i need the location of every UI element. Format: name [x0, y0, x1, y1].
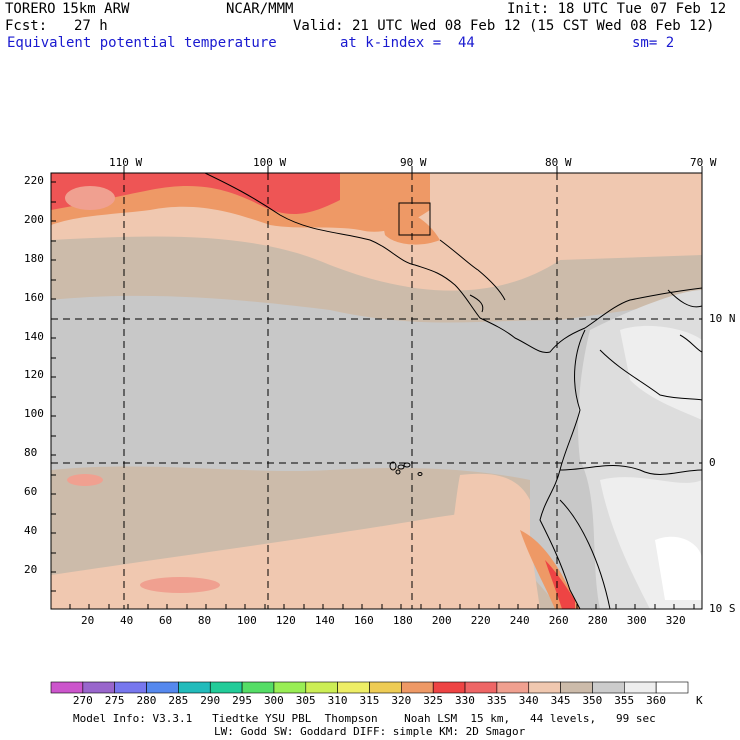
x-tick-label: 140 [314, 614, 335, 627]
y-tick-label: 120 [24, 368, 44, 382]
colorbar-swatch [50, 681, 84, 694]
y-tick-label: 180 [24, 251, 44, 265]
lon-label-70w: 70 W [690, 156, 717, 169]
level-info: at k-index = 44 [340, 35, 475, 51]
colorbar-swatch [114, 681, 147, 694]
colorbar-swatch [369, 681, 402, 694]
colorbar-unit: K [696, 694, 703, 707]
x-tick-label: 180 [392, 614, 413, 627]
lat-label-0: 0 [709, 456, 716, 469]
colorbar-level-label: 315 [359, 694, 380, 707]
forecast-label: Fcst: [5, 18, 48, 34]
colorbar-swatch [496, 681, 530, 694]
y-tick-label: 140 [24, 329, 44, 343]
colorbar-level-label: 330 [455, 694, 475, 707]
forecast-hour: 27 h [74, 18, 108, 34]
lat-label-10n: 10 N [709, 312, 736, 325]
colorbar-level-label: 320 [391, 694, 412, 707]
x-tick-label: 280 [587, 614, 608, 627]
colorbar-level-label: 340 [518, 694, 539, 707]
x-tick-label: 120 [275, 614, 296, 627]
colorbar-level-label: 300 [263, 694, 284, 707]
model-info-line2: LW: Godd SW: Goddard DIFF: simple KM: 2D… [214, 725, 526, 738]
colorbar-swatch [560, 681, 593, 694]
map-frame [50, 172, 703, 610]
graticule [51, 173, 702, 609]
smoothing-info: sm= 2 [632, 35, 675, 51]
theta-e-field [51, 173, 702, 609]
y-tick-label: 100 [24, 407, 44, 421]
colorbar-level-label: 305 [295, 694, 316, 707]
colorbar-level-label: 355 [614, 694, 635, 707]
organization: NCAR/MMM [226, 1, 294, 17]
colorbar-swatch [432, 681, 466, 694]
colorbar-level-label: 285 [168, 694, 189, 707]
galapagos-islands [389, 461, 423, 476]
x-tick-label: 60 [158, 614, 173, 627]
colorbar-swatch [241, 681, 275, 694]
colorbar-swatch [401, 681, 434, 694]
coastlines [204, 173, 702, 609]
colorbar-swatch [528, 681, 561, 694]
colorbar-level-label: 345 [550, 694, 571, 707]
lon-label-100w: 100 W [253, 156, 287, 169]
colorbar-swatch [209, 681, 243, 694]
x-tick-label: 100 [236, 614, 257, 627]
colorbar-level-label: 275 [104, 694, 125, 707]
model-name: TORERO [5, 1, 56, 17]
x-tick-label: 80 [197, 614, 212, 627]
lon-label-80w: 80 W [545, 156, 572, 169]
colorbar-level-label: 290 [200, 694, 221, 707]
colorbar-level-label: 295 [232, 694, 252, 707]
lat-label-10s: 10 S [709, 602, 736, 615]
x-tick-label: 40 [119, 614, 134, 627]
x-tick-label: 220 [470, 614, 491, 627]
valid-time: Valid: 21 UTC Wed 08 Feb 12 (15 CST Wed … [293, 18, 715, 34]
colorbar-level-label: 325 [423, 694, 444, 707]
colorbar-level-label: 360 [646, 694, 667, 707]
y-tick-label: 160 [24, 290, 44, 304]
colorbar-swatch [146, 681, 179, 694]
y-tick-label: 60 [24, 485, 38, 499]
colorbar-swatch [273, 681, 307, 694]
x-tick-label: 240 [509, 614, 530, 627]
colorbar-level-label: 310 [327, 694, 348, 707]
colorbar-swatch [178, 681, 211, 694]
field-name: Equivalent potential temperature [7, 35, 277, 51]
colorbar-swatch [464, 681, 498, 694]
y-tick-label: 40 [24, 524, 38, 538]
colorbar-swatch [623, 681, 657, 694]
init-time: Init: 18 UTC Tue 07 Feb 12 [507, 1, 727, 17]
y-tick-label: 20 [24, 563, 38, 577]
y-tick-label: 80 [24, 446, 38, 460]
lon-label-110w: 110 W [109, 156, 143, 169]
colorbar-level-label: 350 [582, 694, 603, 707]
axis-ticks [51, 166, 703, 609]
lon-label-90w: 90 W [400, 156, 427, 169]
y-tick-label: 200 [24, 212, 44, 226]
colorbar-swatch [592, 681, 625, 694]
colorbar-swatch [655, 681, 689, 694]
model-info-line1: Model Info: V3.3.1 Tiedtke YSU PBL Thomp… [73, 712, 656, 725]
colorbar-swatch [82, 681, 115, 694]
colorbar-level-label: 280 [136, 694, 157, 707]
x-tick-label: 200 [431, 614, 452, 627]
x-tick-label: 160 [353, 614, 374, 627]
x-tick-label: 300 [626, 614, 647, 627]
model-resolution: 15km ARW [62, 1, 130, 17]
x-tick-label: 20 [80, 614, 95, 627]
colorbar-level-label: 270 [72, 694, 93, 707]
colorbar-swatch [337, 681, 370, 694]
y-tick-label: 220 [24, 173, 44, 187]
x-tick-label: 260 [548, 614, 569, 627]
colorbar-level-label: 335 [486, 694, 507, 707]
colorbar-swatch [305, 681, 338, 694]
x-tick-label: 320 [665, 614, 686, 627]
